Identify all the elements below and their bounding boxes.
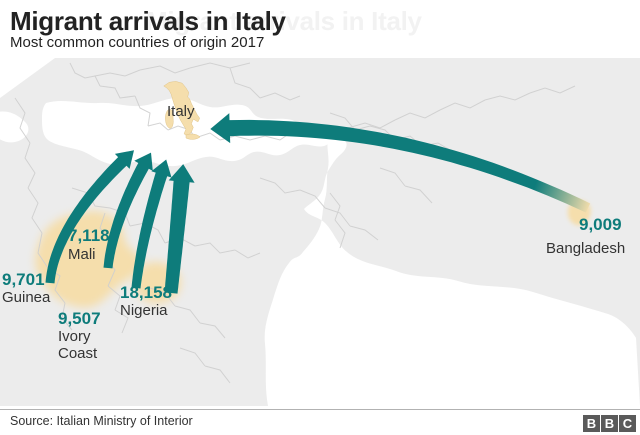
svg-text:Nigeria: Nigeria — [120, 302, 168, 319]
svg-text:9,009: 9,009 — [579, 215, 622, 234]
svg-text:Guinea: Guinea — [2, 289, 51, 306]
svg-text:Mali: Mali — [68, 246, 96, 263]
svg-text:9,701: 9,701 — [2, 270, 45, 289]
svg-text:7,118: 7,118 — [68, 226, 110, 245]
svg-text:Italy: Italy — [167, 103, 195, 120]
svg-text:Ivory: Ivory — [58, 328, 91, 345]
svg-text:9,507: 9,507 — [58, 309, 101, 328]
svg-text:Bangladesh: Bangladesh — [546, 240, 625, 257]
svg-text:Coast: Coast — [58, 345, 98, 362]
svg-text:18,158: 18,158 — [120, 283, 172, 302]
